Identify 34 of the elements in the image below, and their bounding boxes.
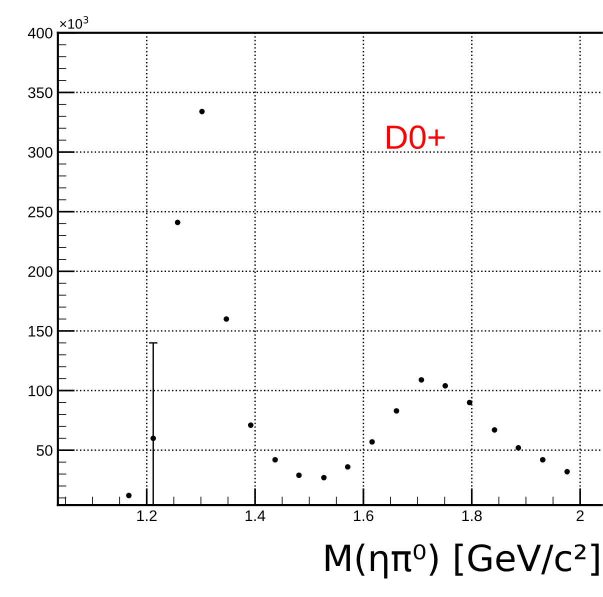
point [442, 383, 448, 389]
x-tick-label: 1.6 [354, 510, 374, 522]
y-tick-label: 150 [28, 326, 52, 337]
y-tick-label: 100 [28, 385, 52, 396]
point [564, 468, 570, 474]
x-tick-label: 1.4 [246, 510, 266, 521]
point [296, 472, 302, 478]
point [369, 439, 375, 445]
point [248, 422, 254, 428]
point [540, 456, 546, 463]
annotation: D0+ [386, 125, 445, 150]
point [272, 456, 278, 463]
x-tick-label: 2 [576, 510, 584, 521]
y-tick-label: 300 [28, 146, 52, 158]
point [344, 464, 350, 470]
point [174, 220, 180, 226]
point [516, 445, 522, 451]
y-tick-label: 200 [28, 266, 52, 278]
y-tick-label: 250 [28, 206, 52, 218]
x-tick-label: 1.2 [137, 510, 157, 521]
point [492, 427, 498, 433]
x-axis-title: M(ηπ⁰) [GeV/c²] [326, 544, 599, 579]
y-tick-label: 350 [28, 87, 52, 98]
point [224, 316, 230, 322]
point [418, 377, 424, 383]
y-tick-label: 400 [28, 28, 52, 39]
point [199, 108, 205, 114]
y-tick-label: 50 [36, 445, 52, 456]
point [126, 492, 132, 498]
point [466, 400, 472, 406]
x-tick-label: 1.8 [462, 510, 482, 522]
point [321, 474, 327, 480]
point [394, 408, 400, 414]
text: ×10$^{3}$ [60, 16, 88, 29]
